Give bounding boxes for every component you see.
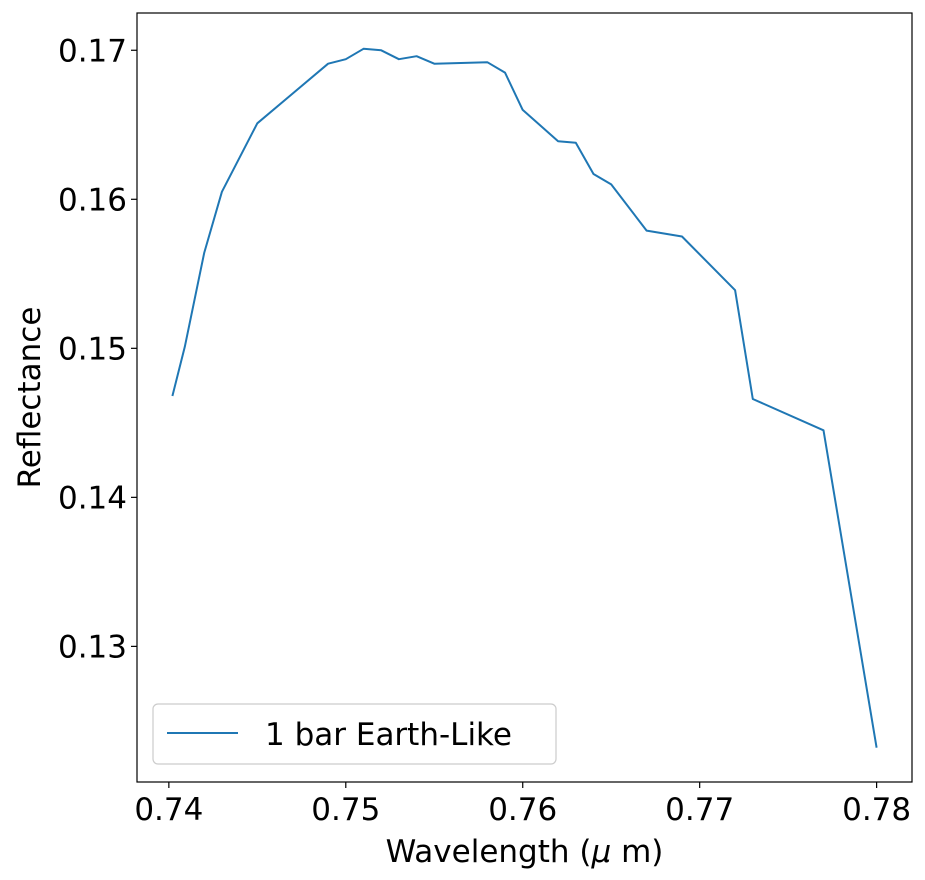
y-axis-label: Reflectance	[12, 307, 48, 489]
x-tick-label: 0.78	[842, 792, 911, 828]
x-axis-label: Wavelength (μ m)	[386, 834, 664, 870]
y-tick-label: 0.17	[58, 33, 127, 69]
y-tick-label: 0.14	[58, 480, 127, 516]
series-line-0	[171, 47, 878, 748]
x-axis: 0.74 0.75 0.76 0.77 0.78	[134, 782, 911, 828]
x-tick-label: 0.77	[665, 792, 734, 828]
y-tick-label: 0.16	[58, 182, 127, 218]
y-axis: 0.13 0.14 0.15 0.16 0.17	[58, 33, 137, 665]
legend-box	[152, 703, 557, 765]
x-tick-label: 0.75	[311, 792, 380, 828]
plot-frame	[136, 12, 913, 783]
plot-layer	[171, 47, 878, 748]
legend-label: 1 bar Earth-Like	[265, 717, 512, 753]
x-tick-label: 0.76	[488, 792, 557, 828]
y-tick-label: 0.13	[58, 629, 127, 665]
legend: 1 bar Earth-Like	[152, 703, 557, 765]
x-tick-label: 0.74	[134, 792, 203, 828]
y-tick-label: 0.15	[58, 331, 127, 367]
